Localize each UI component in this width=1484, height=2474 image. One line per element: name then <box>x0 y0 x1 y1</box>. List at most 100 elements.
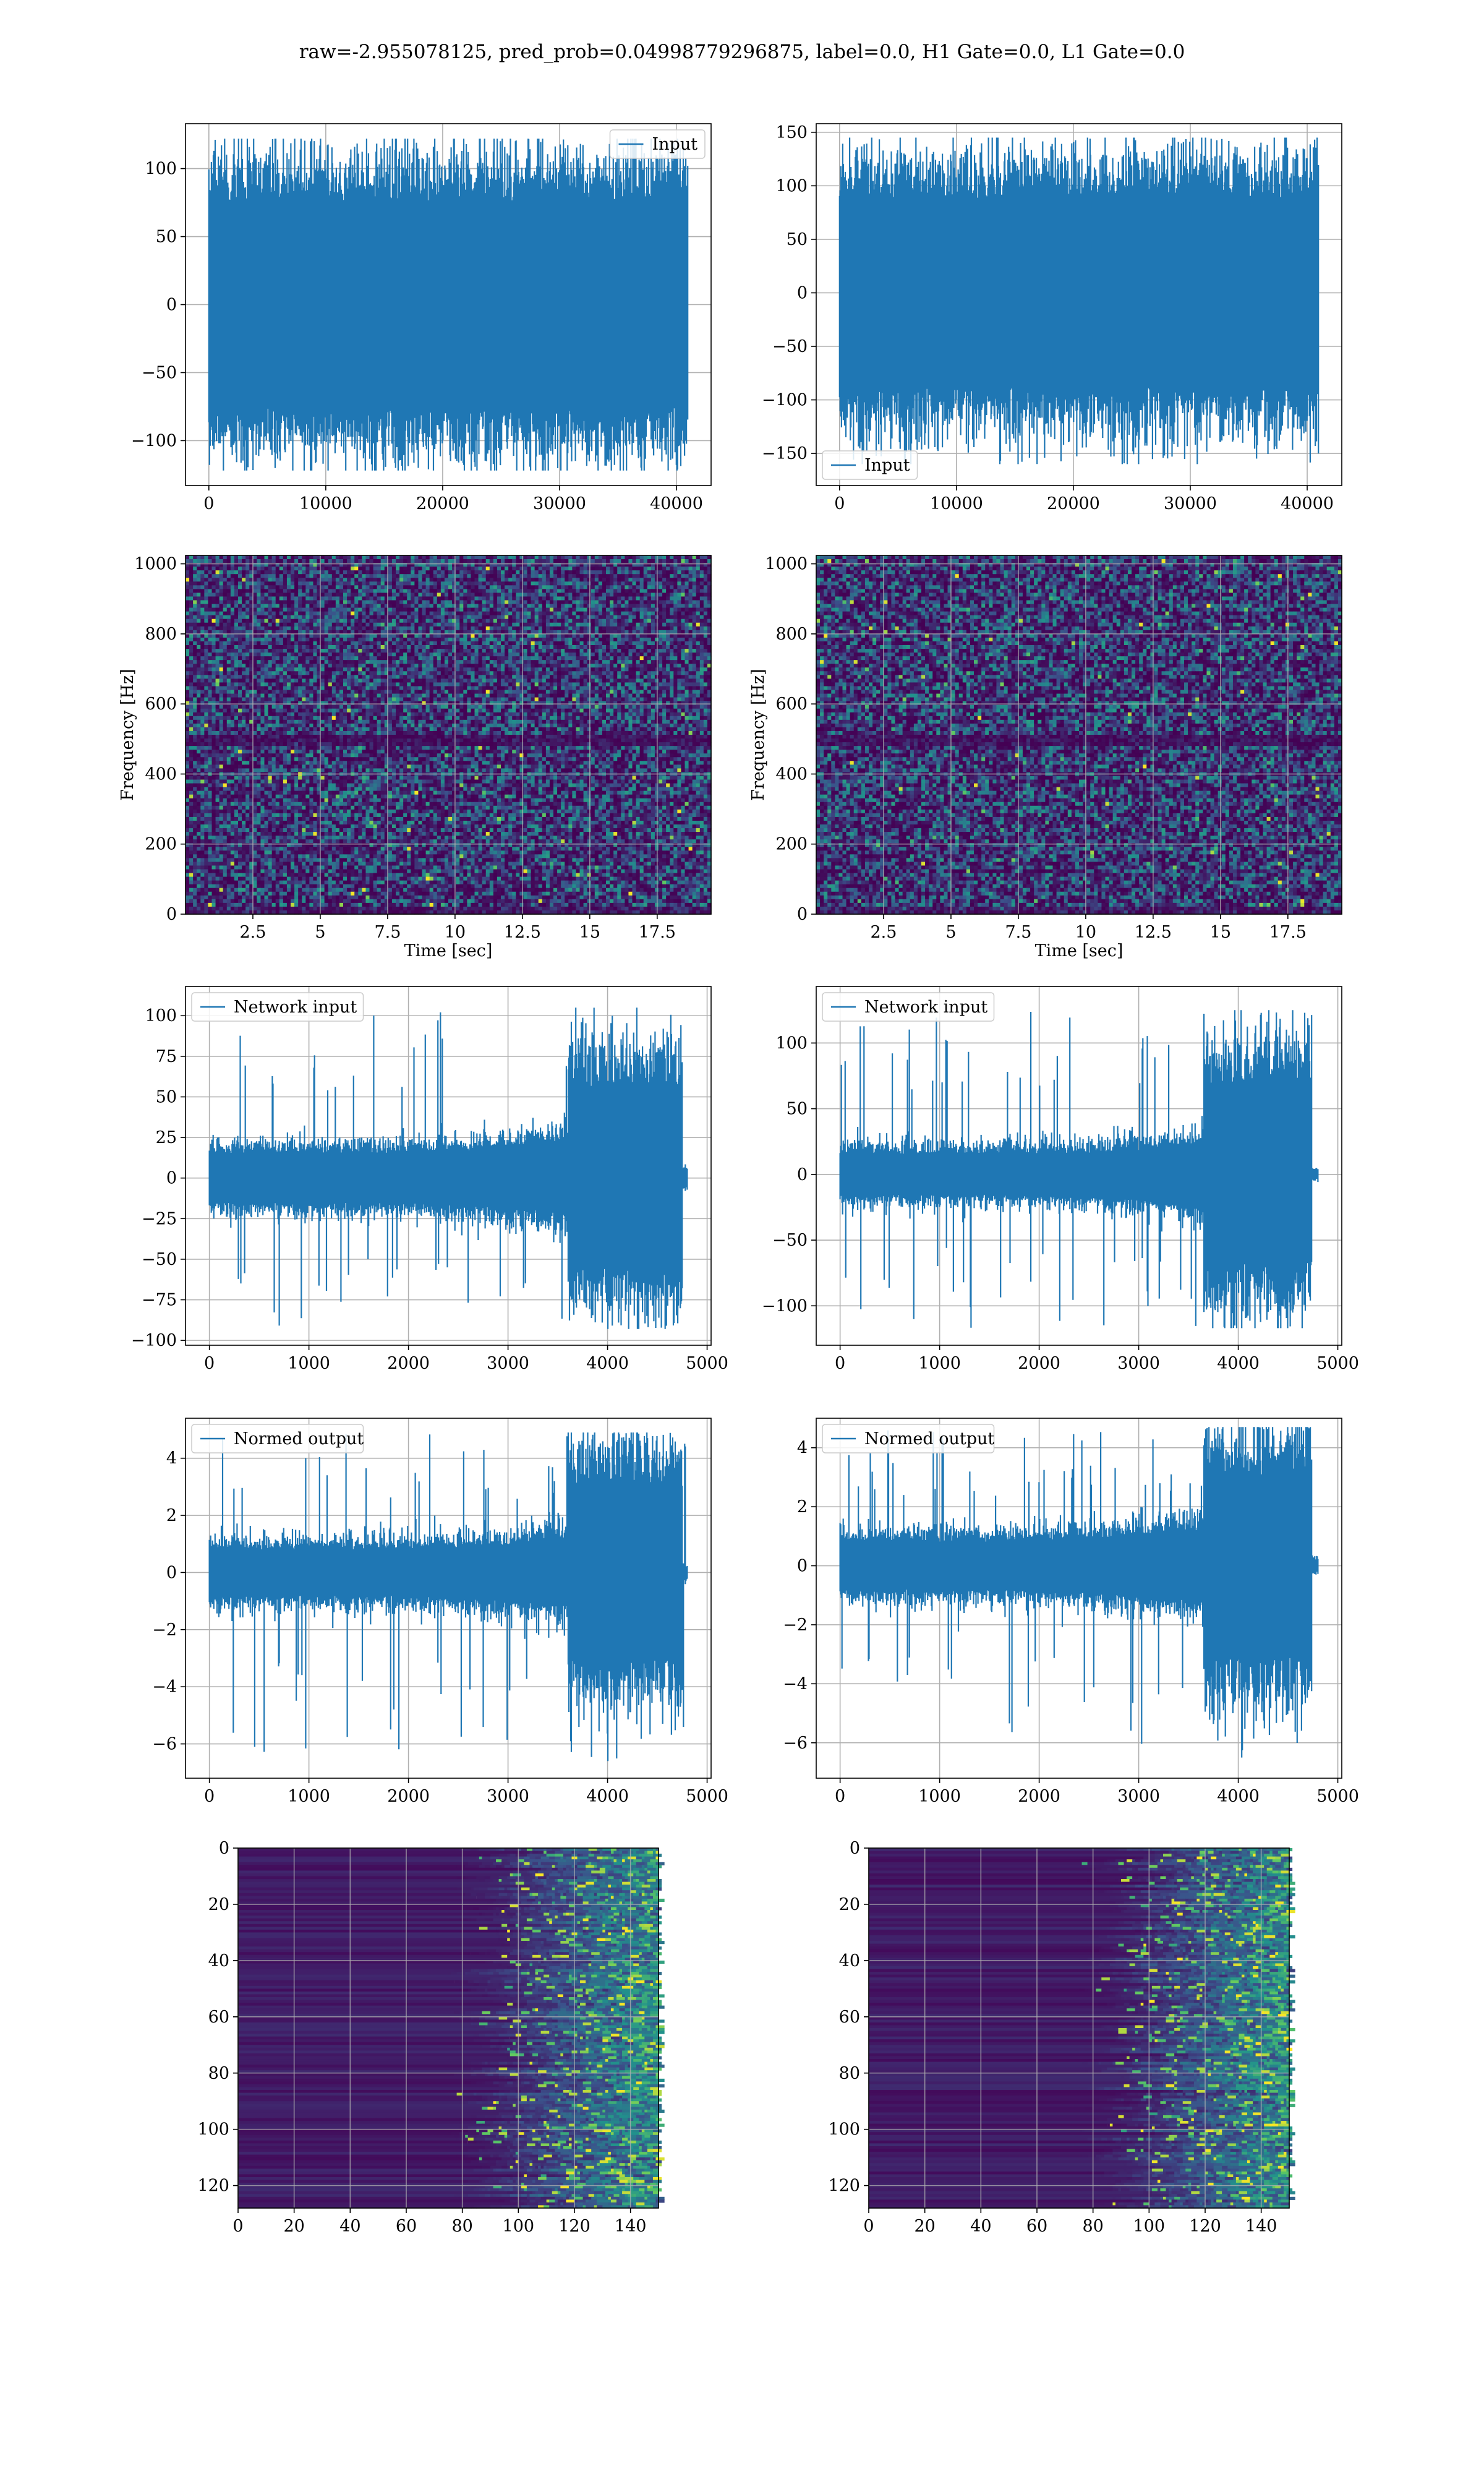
l1-input-xtick-label-0: 0 <box>834 494 845 513</box>
h1-network-input-ytick-label-5: 25 <box>156 1128 177 1147</box>
h1-network-input-chart: 0 1000 2000 3000 4000 5000 −100 −75 −50 −25 0 25 50 7… <box>131 986 728 1373</box>
l1-spectrogram-ylabel: Frequency [Hz] <box>749 669 768 800</box>
h1-network-map-xtick-label-3: 60 <box>396 2217 417 2236</box>
l1-normed-output-legend-box <box>822 1424 995 1453</box>
l1-network-map-ytick-label-1: 20 <box>839 1895 860 1914</box>
l1-spectrogram-ytick-label-1: 200 <box>775 835 808 854</box>
l1-network-map-ytick-label-3: 60 <box>839 2008 860 2027</box>
h1-network-input-xtick-label-1: 1000 <box>288 1354 330 1373</box>
h1-normed-output-legend-label: Normed output <box>234 1429 364 1449</box>
h1-spectrogram-xtick-label-2: 7.5 <box>374 923 401 942</box>
h1-input-xtick-label-4: 40000 <box>650 494 703 513</box>
l1-normed-output-series-line <box>839 1427 1319 1758</box>
h1-normed-output-xtick-label-0: 0 <box>204 1787 215 1806</box>
h1-network-input-series-line <box>208 1008 688 1329</box>
h1-spectrogram-xtick-label-4: 12.5 <box>504 923 541 942</box>
l1-normed-output-chart: 0 1000 2000 3000 4000 5000 −6 −4 −2 0 2 4 Normed out… <box>783 1418 1359 1806</box>
h1-normed-output-ytick-label-2: −2 <box>152 1620 177 1640</box>
h1-spectrogram-xtick-label-1: 5 <box>315 923 325 942</box>
h1-input-ytick-label-0: −100 <box>131 431 177 450</box>
l1-input-chart: 0 10000 20000 30000 40000 −150 −100 −50 0 50 100 15… <box>762 123 1342 513</box>
l1-input-xtick-label-4: 40000 <box>1281 494 1334 513</box>
l1-normed-output-legend-label: Normed output <box>864 1429 994 1449</box>
l1-normed-output-xtick-label-0: 0 <box>835 1787 845 1806</box>
h1-network-map-ytick-label-4: 80 <box>208 2064 229 2083</box>
l1-input-xtick-label-3: 30000 <box>1164 494 1217 513</box>
l1-spectrogram-ytick-label-5: 1000 <box>765 555 808 574</box>
l1-network-map-xtick-label-3: 60 <box>1026 2217 1047 2236</box>
l1-network-map-xtick-label-4: 80 <box>1082 2217 1103 2236</box>
l1-spectrogram-heatmap-cells <box>816 555 1342 915</box>
h1-normed-output-ytick-label-4: 2 <box>166 1506 177 1525</box>
l1-network-input-xtick-label-5: 5000 <box>1316 1354 1359 1373</box>
l1-network-map-xtick-label-2: 40 <box>970 2217 991 2236</box>
h1-normed-output-ytick-label-0: −6 <box>152 1735 177 1754</box>
h1-normed-output-xtick-label-4: 4000 <box>586 1787 629 1806</box>
l1-network-input-ytick-label-2: 0 <box>797 1165 808 1184</box>
h1-spectrogram-xtick-label-6: 17.5 <box>639 923 676 942</box>
h1-input-xtick-label-0: 0 <box>203 494 214 513</box>
h1-input-ytick-label-4: 100 <box>145 160 177 179</box>
h1-network-map-heatmap-cells <box>238 1848 665 2209</box>
l1-input-ytick-label-0: −150 <box>762 444 808 463</box>
l1-spectrogram-xtick-label-2: 7.5 <box>1005 923 1031 942</box>
h1-network-map-ytick-label-5: 100 <box>197 2120 229 2139</box>
h1-spectrogram-chart: 2.5 5 7.5 10 12.5 15 17.5 0 200 400 600 800 1000 Time… <box>118 555 712 961</box>
l1-spectrogram-xtick-label-3: 10 <box>1075 923 1096 942</box>
h1-network-map-xtick-label-5: 100 <box>503 2217 535 2236</box>
l1-network-map-heatmap-cells <box>869 1848 1295 2209</box>
l1-spectrogram-xtick-label-4: 12.5 <box>1135 923 1172 942</box>
l1-network-map-ytick-label-6: 120 <box>828 2177 860 2196</box>
l1-input-ytick-label-5: 100 <box>775 176 808 195</box>
h1-normed-output-series-line <box>208 1432 688 1761</box>
h1-network-input-xtick-label-2: 2000 <box>387 1354 430 1373</box>
h1-spectrogram-ytick-label-2: 400 <box>145 764 177 784</box>
l1-network-map-xtick-label-1: 20 <box>914 2217 935 2236</box>
l1-network-map-xtick-label-5: 100 <box>1133 2217 1166 2236</box>
h1-network-input-ytick-label-7: 75 <box>156 1047 177 1066</box>
l1-spectrogram-frame <box>816 555 1342 915</box>
h1-input-legend-box <box>609 129 706 159</box>
h1-input-series-line <box>208 139 689 471</box>
h1-spectrogram-ytick-label-3: 600 <box>145 695 177 714</box>
l1-network-map-frame <box>868 1847 1290 2209</box>
h1-normed-output-xtick-label-2: 2000 <box>387 1787 430 1806</box>
h1-network-map-xtick-label-6: 120 <box>558 2217 591 2236</box>
h1-normed-output-legend: Normed output <box>191 1424 364 1453</box>
h1-spectrogram-ylabel: Frequency [Hz] <box>118 669 137 800</box>
l1-spectrogram-ytick-label-0: 0 <box>797 905 808 924</box>
l1-normed-output-xtick-label-5: 5000 <box>1316 1787 1359 1806</box>
h1-input-legend: Input <box>609 129 706 159</box>
l1-network-input-ytick-label-4: 100 <box>775 1034 808 1053</box>
l1-normed-output-frame <box>816 1418 1342 1779</box>
h1-network-input-xtick-label-5: 5000 <box>686 1354 728 1373</box>
h1-network-input-xtick-label-0: 0 <box>204 1354 215 1373</box>
h1-network-map-chart: 0 20 40 60 80 100 120 140 0 20 40 60 80 100 120 <box>197 1839 665 2236</box>
l1-spectrogram-ytick-label-4: 800 <box>775 625 808 644</box>
l1-network-input-chart: 0 1000 2000 3000 4000 5000 −100 −50 0 50 100 Networ… <box>762 986 1359 1373</box>
h1-spectrogram-xtick-label-3: 10 <box>445 923 466 942</box>
h1-input-xtick-label-3: 30000 <box>533 494 586 513</box>
h1-spectrogram-xlabel: Time [sec] <box>404 941 493 961</box>
l1-input-xtick-label-1: 10000 <box>930 494 983 513</box>
h1-network-map-ytick-label-3: 60 <box>208 2008 229 2027</box>
l1-spectrogram-ytick-label-3: 600 <box>775 695 808 714</box>
l1-network-map-xtick-label-7: 140 <box>1245 2217 1277 2236</box>
l1-network-map-xtick-label-6: 120 <box>1189 2217 1221 2236</box>
l1-normed-output-xtick-label-3: 3000 <box>1117 1787 1160 1806</box>
h1-network-input-ytick-label-8: 100 <box>145 1006 177 1025</box>
l1-network-map-ytick-label-4: 80 <box>839 2064 860 2083</box>
h1-normed-output-chart: 0 1000 2000 3000 4000 5000 −6 −4 −2 0 2 4 Normed out… <box>152 1418 728 1806</box>
l1-normed-output-legend: Normed output <box>822 1424 994 1453</box>
h1-network-input-xtick-label-3: 3000 <box>487 1354 529 1373</box>
h1-network-map-ytick-label-0: 0 <box>219 1839 229 1858</box>
l1-input-xtick-label-2: 20000 <box>1047 494 1100 513</box>
l1-network-input-xtick-label-2: 2000 <box>1018 1354 1060 1373</box>
l1-input-ytick-label-6: 150 <box>775 123 808 142</box>
l1-network-input-xtick-label-0: 0 <box>835 1354 845 1373</box>
l1-input-ytick-label-2: −50 <box>772 337 808 356</box>
h1-network-input-ytick-label-4: 0 <box>166 1169 177 1188</box>
l1-input-ytick-label-3: 0 <box>797 283 808 302</box>
l1-input-frame <box>816 123 1342 486</box>
l1-network-map-chart: 0 20 40 60 80 100 120 140 0 20 40 60 80 100 120 <box>828 1839 1295 2236</box>
